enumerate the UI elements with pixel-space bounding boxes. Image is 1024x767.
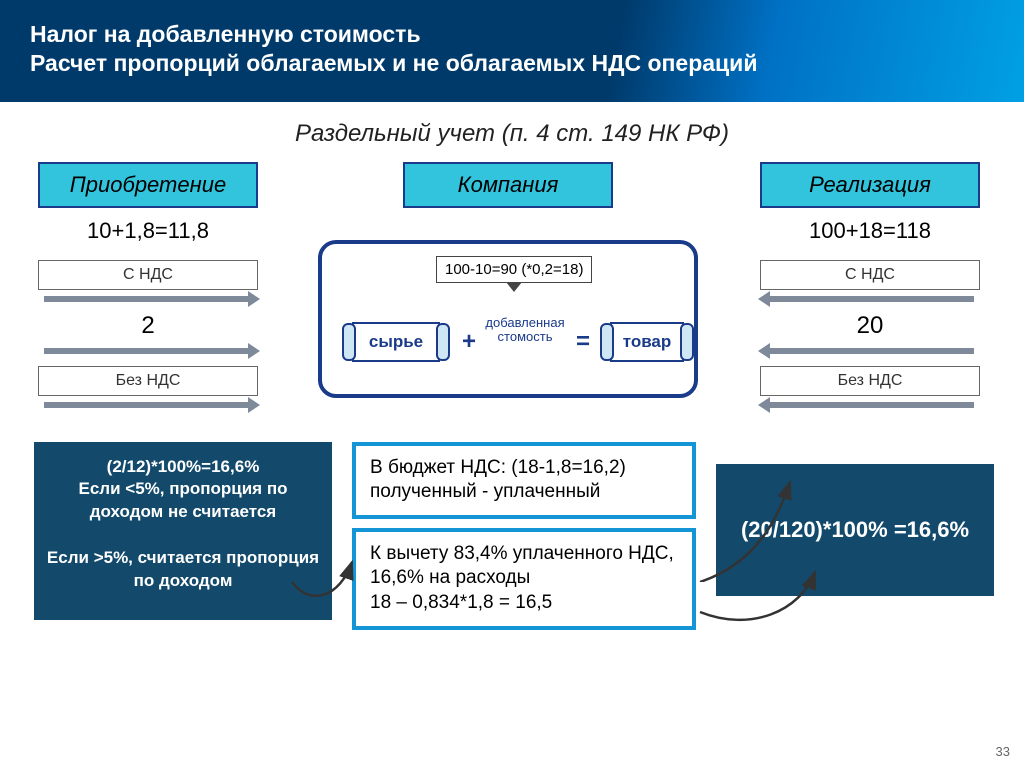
calc-left: 10+1,8=11,8 bbox=[38, 218, 258, 244]
right-with-vat: С НДС bbox=[760, 260, 980, 290]
right-mid-num: 20 bbox=[760, 312, 980, 340]
slide-header: Налог на добавленную стоимость Расчет пр… bbox=[0, 0, 1024, 102]
left-without-vat: Без НДС bbox=[38, 366, 258, 396]
arrow-left-2 bbox=[44, 348, 250, 354]
arrow-right-3 bbox=[768, 402, 974, 408]
plus-sign: + bbox=[462, 328, 476, 356]
bottom-right-panel: (20/120)*100% =16,6% bbox=[716, 464, 994, 596]
arrow-right-1 bbox=[768, 296, 974, 302]
col-left-label: Приобретение bbox=[38, 162, 258, 208]
center-callout: 100-10=90 (*0,2=18) bbox=[436, 256, 592, 283]
page-number: 33 bbox=[996, 744, 1010, 759]
arrow-right-2 bbox=[768, 348, 974, 354]
left-with-vat: С НДС bbox=[38, 260, 258, 290]
budget-box: В бюджет НДС: (18-1,8=16,2) полученный -… bbox=[352, 442, 696, 519]
arrow-left-1 bbox=[44, 296, 250, 302]
calc-right: 100+18=118 bbox=[760, 218, 980, 244]
header-line2: Расчет пропорций облагаемых и не облагае… bbox=[30, 49, 994, 78]
bottom-left-panel: (2/12)*100%=16,6% Если <5%, пропорция по… bbox=[34, 442, 332, 620]
deduction-box: К вычету 83,4% уплаченного НДС, 16,6% на… bbox=[352, 528, 696, 630]
goods-box: товар bbox=[610, 322, 684, 362]
col-right-label: Реализация bbox=[760, 162, 980, 208]
right-without-vat: Без НДС bbox=[760, 366, 980, 396]
raw-box: сырье bbox=[352, 322, 440, 362]
col-center-label: Компания bbox=[403, 162, 613, 208]
left-mid-num: 2 bbox=[38, 312, 258, 340]
diagram-canvas: Приобретение Компания Реализация 10+1,8=… bbox=[0, 162, 1024, 752]
equals-sign: = bbox=[576, 328, 590, 356]
added-value-label: добавленная стомость bbox=[478, 316, 572, 346]
header-line1: Налог на добавленную стоимость bbox=[30, 20, 994, 49]
arrow-left-3 bbox=[44, 402, 250, 408]
subtitle: Раздельный учет (п. 4 ст. 149 НК РФ) bbox=[0, 120, 1024, 148]
